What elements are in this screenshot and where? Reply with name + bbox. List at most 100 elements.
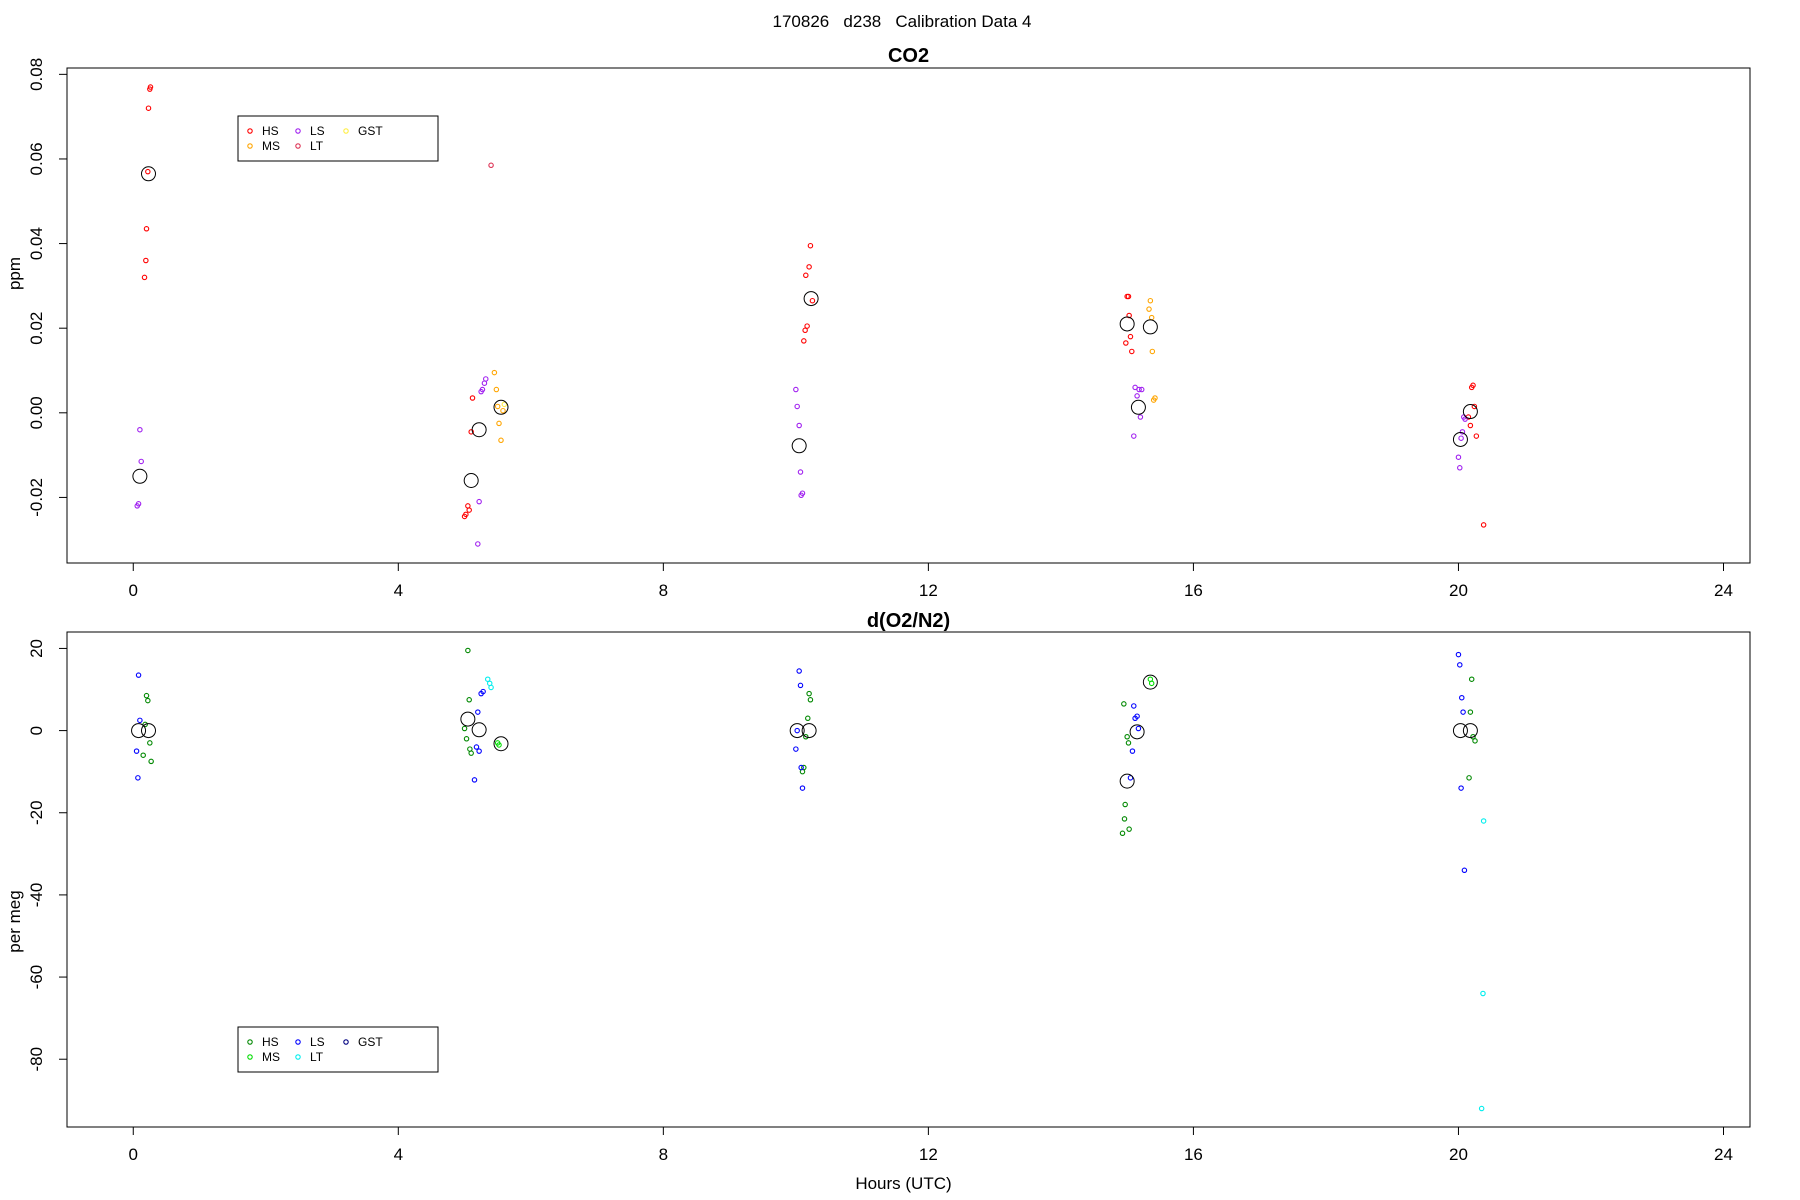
o2n2-point-hs (1472, 738, 1478, 744)
o2n2-point-hs (148, 758, 154, 765)
o2n2-point-hs (1122, 801, 1128, 808)
o2n2-mean-marker (801, 723, 817, 739)
o2n2-mean-marker (1462, 723, 1478, 739)
co2-point-hs (802, 327, 808, 334)
co2-point-hs (468, 429, 474, 435)
co2-x-tick-label: 24 (1714, 581, 1733, 600)
co2-legend-label-ms: MS (262, 139, 280, 153)
co2-point-hs (1129, 348, 1135, 355)
o2n2-point-ls (1129, 748, 1136, 754)
co2-point-ls (479, 386, 486, 393)
co2-point-hs (1470, 382, 1476, 389)
co2-point-ls (1458, 435, 1464, 441)
co2-point-hs (469, 395, 476, 401)
o2n2-point-ls (799, 785, 806, 791)
o2n2-x-tick-label: 16 (1184, 1145, 1203, 1164)
o2n2-point-hs (1121, 701, 1127, 707)
o2n2-point-hs (1470, 734, 1476, 740)
co2-point-ls (1138, 386, 1145, 393)
o2n2-point-hs (143, 692, 150, 699)
o2n2-x-tick-label: 4 (394, 1145, 403, 1164)
co2-point-ls (134, 503, 140, 509)
o2n2-point-lt (1480, 818, 1487, 824)
o2n2-point-hs (1467, 709, 1474, 715)
co2-point-ls (1131, 433, 1137, 439)
co2-point-ls (1137, 414, 1144, 420)
co2-y-tick-label: 0.04 (27, 227, 46, 260)
co2-point-hs (804, 323, 810, 329)
co2-x-tick-label: 0 (129, 581, 138, 600)
o2n2-point-hs (1121, 816, 1128, 822)
co2-panel: CO2 0 4 8 12 16 20 24 -0.02 0.00 0.02 0.04 0.06 0.08 p… (5, 45, 1751, 600)
o2n2-legend-marker-gst (343, 1039, 349, 1045)
co2-point-hs (1125, 293, 1132, 300)
o2n2-point-hs (1466, 775, 1472, 781)
co2-point-hs (143, 257, 149, 264)
o2n2-point-lt (1478, 1105, 1485, 1112)
o2n2-legend-box (237, 1026, 439, 1073)
co2-point-ms (493, 386, 500, 393)
co2-point-ls (797, 469, 804, 475)
co2-x-tick-label: 8 (659, 581, 668, 600)
o2n2-legend-label-ms: MS (262, 1050, 280, 1064)
co2-y-tick-label: 0.08 (27, 58, 46, 91)
o2n2-point-ls (476, 748, 482, 754)
co2-mean-marker (1119, 316, 1135, 332)
o2n2-x-axis: 0 4 8 12 16 20 24 (129, 1126, 1733, 1164)
co2-point-ls (1132, 384, 1138, 391)
co2-point-hs (461, 513, 468, 520)
co2-point-hs (803, 272, 809, 279)
o2n2-point-hs (1468, 676, 1475, 682)
o2n2-point-hs (147, 740, 153, 746)
o2n2-y-tick-label: -20 (27, 800, 46, 825)
o2n2-point-ls (1455, 651, 1462, 658)
co2-mean-marker (791, 438, 807, 454)
co2-point-lt (488, 162, 494, 169)
co2-legend-marker-ms (247, 143, 253, 149)
co2-legend-marker-ls (295, 128, 301, 134)
co2-point-ls (1455, 454, 1462, 460)
o2n2-point-hs (1119, 830, 1126, 837)
co2-mean-marker (1142, 319, 1158, 335)
co2-point-hs (1127, 333, 1134, 340)
o2n2-mean-marker (460, 711, 476, 727)
co2-point-ls (794, 403, 800, 410)
o2n2-point-ls (1459, 694, 1465, 701)
co2-legend-label-hs: HS (262, 124, 279, 138)
o2n2-point-ls (798, 764, 804, 771)
co2-y-axis-label: ppm (5, 257, 24, 290)
co2-x-tick-label: 16 (1184, 581, 1203, 600)
o2n2-point-ls (1132, 715, 1138, 722)
o2n2-mean-marker (1119, 773, 1135, 789)
o2n2-mean-marker (493, 736, 509, 752)
co2-point-hs (143, 226, 150, 232)
co2-x-tick-label: 20 (1449, 581, 1468, 600)
o2n2-legend-label-lt: LT (310, 1050, 324, 1064)
co2-mean-marker (463, 473, 479, 488)
co2-point-ms (1149, 348, 1156, 355)
o2n2-point-ls (1460, 709, 1466, 715)
co2-legend-marker-lt (295, 143, 301, 149)
o2n2-point-ls (133, 748, 140, 754)
co2-point-hs (801, 338, 807, 344)
o2n2-x-tick-label: 0 (129, 1145, 138, 1164)
o2n2-y-axis: -80 -60 -40 -20 0 20 (27, 639, 68, 1072)
o2n2-point-ls (796, 668, 802, 674)
co2-point-ms (500, 407, 506, 414)
co2-y-tick-label: 0.06 (27, 142, 46, 175)
co2-point-ms (1148, 314, 1155, 321)
co2-mean-marker (132, 468, 148, 484)
co2-point-ls (137, 426, 143, 433)
o2n2-point-hs (142, 721, 148, 728)
co2-y-tick-label: -0.02 (27, 478, 46, 517)
o2n2-point-hs (806, 690, 812, 697)
o2n2-point-ls (794, 727, 800, 734)
o2n2-legend-label-hs: HS (262, 1035, 279, 1049)
o2n2-legend-marker-ms (247, 1054, 253, 1060)
co2-y-tick-label: 0.02 (27, 312, 46, 345)
co2-point-ls (476, 498, 482, 505)
co2-point-ls (1136, 386, 1142, 393)
